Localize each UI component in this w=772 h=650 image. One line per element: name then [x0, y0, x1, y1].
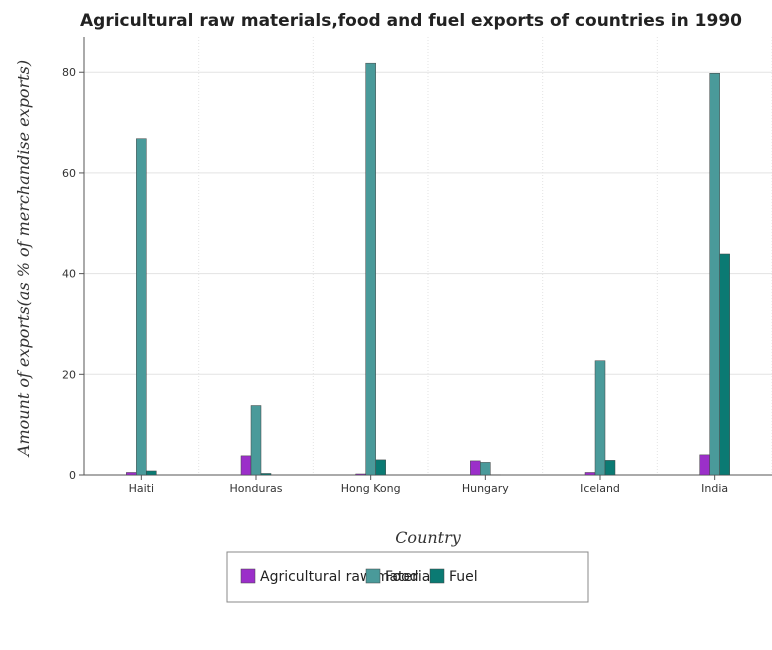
plot-area: 0 20 40 60 80 Haiti Honduras Hong Kong Hungary Ic…: [62, 37, 772, 495]
bar: [126, 472, 137, 476]
x-tick-label: Honduras: [230, 482, 283, 495]
y-axis-label: Amount of exports(as % of merchandise ex…: [14, 60, 33, 458]
y-tick-label: 20: [62, 368, 76, 381]
y-tick-label: 80: [62, 66, 76, 79]
legend-swatch: [429, 568, 445, 584]
legend-swatch: [365, 568, 381, 584]
legend-label: Fuel: [449, 569, 478, 585]
bar: [584, 472, 596, 476]
x-tick-label: Hungary: [462, 482, 509, 495]
x-tick-label: India: [701, 482, 728, 495]
y-tick-label: 40: [62, 268, 76, 281]
x-tick-label: Iceland: [580, 482, 620, 495]
y-tick-label: 0: [69, 469, 76, 482]
bar: [146, 470, 157, 476]
bar: [719, 253, 730, 476]
bar: [375, 459, 386, 476]
x-tick-label: Hong Kong: [341, 482, 401, 495]
legend-box: [226, 551, 589, 603]
bar: [365, 62, 376, 476]
y-tick-label: 60: [62, 167, 76, 180]
legend-swatch: [240, 568, 256, 584]
bar: [355, 473, 366, 476]
bar: [260, 473, 272, 476]
bar: [250, 405, 262, 476]
legend-label: Agricultural raw materials: [260, 569, 442, 585]
bar: [699, 454, 710, 476]
bar: [240, 455, 252, 476]
x-axis-label: Country: [395, 528, 462, 547]
chart-title: Agricultural raw materials,food and fuel…: [80, 11, 742, 31]
legend-label: Food: [385, 569, 419, 585]
bar: [594, 360, 606, 476]
bar: [470, 460, 481, 476]
bar: [604, 460, 616, 476]
bar: [136, 138, 147, 476]
bar: [480, 462, 491, 476]
x-tick-label: Haiti: [129, 482, 154, 495]
bar: [709, 72, 720, 476]
